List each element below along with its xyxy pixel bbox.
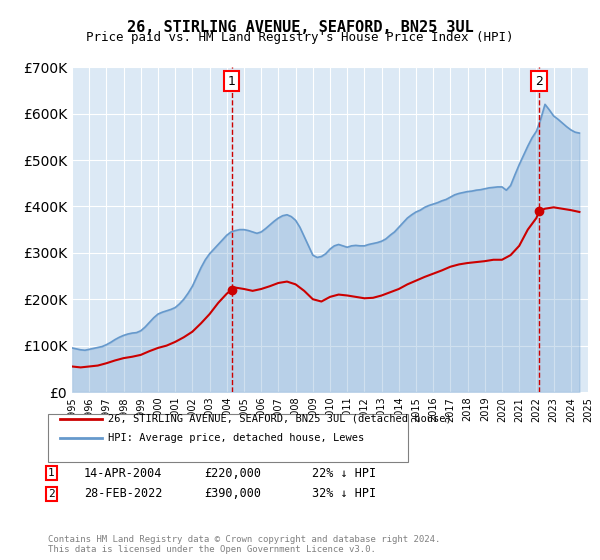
Text: £390,000: £390,000 xyxy=(204,487,261,501)
Text: HPI: Average price, detached house, Lewes: HPI: Average price, detached house, Lewe… xyxy=(108,433,364,443)
Text: 2: 2 xyxy=(535,74,543,87)
Text: 26, STIRLING AVENUE, SEAFORD, BN25 3UL (detached house): 26, STIRLING AVENUE, SEAFORD, BN25 3UL (… xyxy=(108,414,452,424)
Text: 1: 1 xyxy=(227,74,236,87)
Text: Price paid vs. HM Land Registry's House Price Index (HPI): Price paid vs. HM Land Registry's House … xyxy=(86,31,514,44)
Text: 22% ↓ HPI: 22% ↓ HPI xyxy=(312,466,376,480)
Text: £220,000: £220,000 xyxy=(204,466,261,480)
Text: 32% ↓ HPI: 32% ↓ HPI xyxy=(312,487,376,501)
Text: 26, STIRLING AVENUE, SEAFORD, BN25 3UL: 26, STIRLING AVENUE, SEAFORD, BN25 3UL xyxy=(127,20,473,35)
Text: 2: 2 xyxy=(48,489,55,499)
Text: 1: 1 xyxy=(48,468,55,478)
Text: 14-APR-2004: 14-APR-2004 xyxy=(84,466,163,480)
Text: 28-FEB-2022: 28-FEB-2022 xyxy=(84,487,163,501)
Text: Contains HM Land Registry data © Crown copyright and database right 2024.
This d: Contains HM Land Registry data © Crown c… xyxy=(48,535,440,554)
